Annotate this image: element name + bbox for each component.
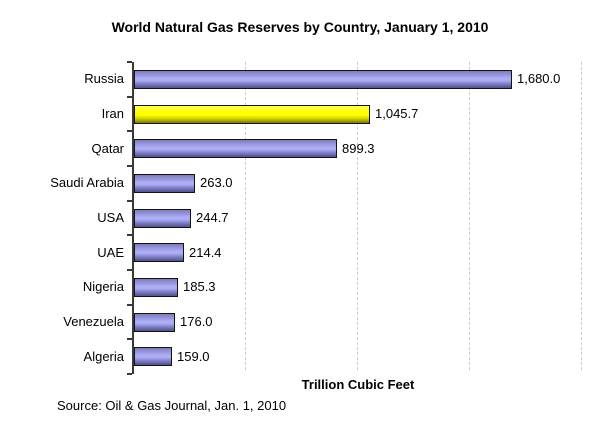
y-axis-tick: [127, 234, 132, 236]
bar-uae: [134, 243, 184, 262]
category-label: Saudi Arabia: [50, 175, 124, 190]
category-label: Venezuela: [63, 314, 124, 329]
y-axis-tick: [127, 338, 132, 340]
value-label: 176.0: [180, 314, 213, 329]
bar-usa: [134, 209, 191, 228]
y-axis-tick: [127, 130, 132, 132]
category-label: Nigeria: [82, 279, 124, 294]
source-note: Source: Oil & Gas Journal, Jan. 1, 2010: [57, 398, 287, 413]
bar-venezuela: [134, 313, 175, 332]
y-axis-tick: [127, 373, 132, 375]
category-label: UAE: [97, 245, 124, 260]
bar-algeria: [134, 347, 172, 366]
value-label: 244.7: [196, 210, 229, 225]
y-axis-tick: [127, 165, 132, 167]
bar-iran: [134, 105, 370, 124]
y-axis-tick: [127, 304, 132, 306]
gridline-2000: [581, 62, 582, 370]
gridline-1500: [469, 62, 470, 370]
value-label: 1,045.7: [375, 106, 419, 121]
y-axis-line: [132, 62, 134, 374]
category-label: USA: [97, 210, 124, 225]
value-label: 185.3: [183, 279, 216, 294]
y-axis-tick: [127, 200, 132, 202]
chart-title: World Natural Gas Reserves by Country, J…: [111, 19, 489, 35]
bar-saudi-arabia: [134, 174, 195, 193]
y-axis-tick: [127, 96, 132, 98]
value-label: 1,680.0: [517, 71, 561, 86]
value-label: 899.3: [342, 141, 375, 156]
value-label: 263.0: [200, 175, 233, 190]
y-axis-tick: [127, 61, 132, 63]
value-label: 214.4: [189, 245, 222, 260]
category-label: Qatar: [91, 141, 124, 156]
gridline-500: [245, 62, 246, 370]
y-axis-tick: [127, 269, 132, 271]
bar-qatar: [134, 139, 337, 158]
x-axis-label: Trillion Cubic Feet: [301, 377, 415, 392]
category-label: Algeria: [83, 349, 124, 364]
value-label: 159.0: [177, 349, 210, 364]
bar-nigeria: [134, 278, 178, 297]
category-label: Russia: [84, 71, 124, 86]
gridline-1000: [357, 62, 358, 370]
bar-russia: [134, 70, 512, 89]
category-label: Iran: [101, 106, 124, 121]
